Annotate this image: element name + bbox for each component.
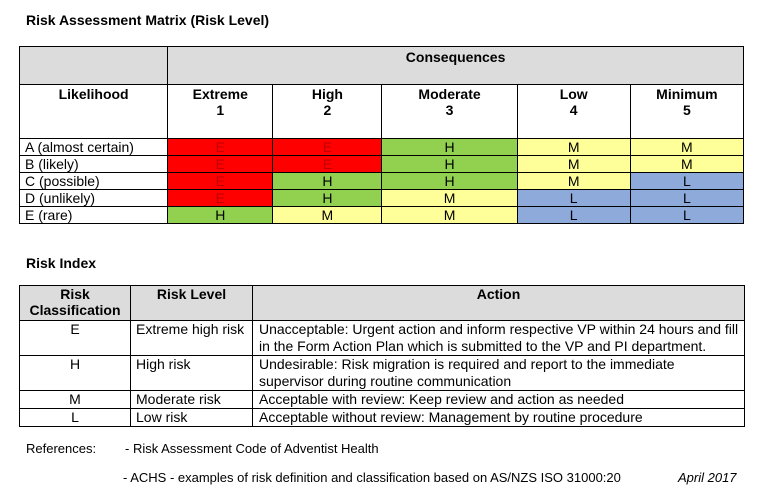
- level-cell: Low risk: [130, 408, 253, 427]
- risk-level-cell: L: [629, 189, 745, 207]
- risk-level-cell: H: [272, 172, 383, 190]
- matrix-title: Risk Assessment Matrix (Risk Level): [26, 12, 270, 28]
- risk-level-cell: E: [167, 172, 274, 190]
- risk-level-cell: E: [167, 189, 274, 207]
- index-row: E Extreme high risk Unacceptable: Urgent a…: [19, 320, 745, 356]
- references: References: - Risk Assessment Code of Adv…: [26, 441, 379, 456]
- risk-level-cell: L: [516, 206, 631, 224]
- risk-level-cell: L: [629, 206, 745, 224]
- risk-level-cell: H: [381, 155, 518, 173]
- risk-level-cell: L: [629, 172, 745, 190]
- likelihood-label: D (unlikely): [18, 189, 169, 207]
- risk-level-cell: H: [381, 172, 518, 190]
- risk-level-cell: H: [167, 206, 274, 224]
- index-title: Risk Index: [26, 255, 97, 271]
- level-cell: Moderate risk: [130, 390, 253, 409]
- column-header: Extreme 1: [167, 84, 274, 139]
- index-row: L Low risk Acceptable without review: Mana…: [19, 408, 745, 427]
- references-label: References:: [26, 441, 97, 456]
- classification-header: Risk Classification: [19, 285, 131, 321]
- action-cell: Acceptable without review: Management by…: [252, 408, 745, 427]
- action-header: Action: [252, 285, 745, 321]
- likelihood-label: A (almost certain): [18, 138, 169, 156]
- likelihood-header: Likelihood: [18, 84, 169, 139]
- matrix-row: E (rare) H M M L L: [18, 206, 745, 224]
- risk-level-cell: M: [516, 138, 631, 156]
- index-row: M Moderate risk Acceptable with review: Ke…: [19, 390, 745, 409]
- matrix-row: B (likely) E E H M M: [18, 155, 745, 173]
- likelihood-label: B (likely): [18, 155, 169, 173]
- classification-cell: E: [19, 320, 131, 356]
- likelihood-label: C (possible): [18, 172, 169, 190]
- reference-2: - ACHS - examples of risk definition and…: [123, 470, 621, 485]
- index-row: H High risk Undesirable: Risk migration is…: [19, 355, 745, 391]
- action-cell: Unacceptable: Urgent action and inform r…: [252, 320, 745, 356]
- classification-cell: L: [19, 408, 131, 427]
- level-header: Risk Level: [130, 285, 253, 321]
- risk-level-cell: E: [167, 155, 274, 173]
- risk-level-cell: E: [167, 138, 274, 156]
- risk-level-cell: M: [516, 155, 631, 173]
- risk-level-cell: M: [381, 189, 518, 207]
- likelihood-label: E (rare): [18, 206, 169, 224]
- column-header: Moderate 3: [381, 84, 518, 139]
- risk-level-cell: H: [381, 138, 518, 156]
- risk-level-cell: M: [381, 206, 518, 224]
- consequences-header: Consequences: [167, 46, 744, 85]
- risk-level-cell: M: [629, 155, 745, 173]
- matrix-row: C (possible) E H H M L: [18, 172, 745, 190]
- risk-level-cell: E: [272, 138, 383, 156]
- risk-level-cell: H: [272, 189, 383, 207]
- level-cell: High risk: [130, 355, 253, 391]
- risk-level-cell: M: [629, 138, 745, 156]
- column-header: High 2: [272, 84, 383, 139]
- reference-1: - Risk Assessment Code of Adventist Heal…: [125, 441, 379, 456]
- risk-level-cell: M: [272, 206, 383, 224]
- matrix-row: A (almost certain) E E H M M: [18, 138, 745, 156]
- risk-level-cell: L: [516, 189, 631, 207]
- column-header: Low 4: [516, 84, 631, 139]
- risk-level-cell: M: [516, 172, 631, 190]
- risk-matrix-table: Consequences Likelihood Extreme 1 High 2 M…: [18, 46, 745, 224]
- column-header: Minimum 5: [629, 84, 745, 139]
- level-cell: Extreme high risk: [130, 320, 253, 356]
- classification-cell: M: [19, 390, 131, 409]
- action-cell: Acceptable with review: Keep review and …: [252, 390, 745, 409]
- matrix-corner: [18, 46, 169, 85]
- classification-cell: H: [19, 355, 131, 391]
- action-cell: Undesirable: Risk migration is required …: [252, 355, 745, 391]
- risk-level-cell: E: [272, 155, 383, 173]
- document-date: April 2017: [678, 470, 737, 485]
- matrix-row: D (unlikely) E H M L L: [18, 189, 745, 207]
